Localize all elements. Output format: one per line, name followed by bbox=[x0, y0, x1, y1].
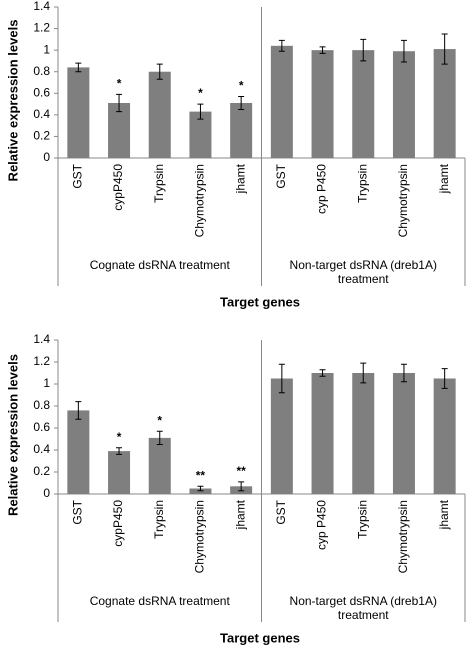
group-label: treatment bbox=[338, 608, 389, 622]
x-tick-label: Chymotrypsin bbox=[193, 164, 207, 237]
x-tick-label: GST bbox=[71, 163, 85, 188]
bar bbox=[392, 51, 415, 158]
error-bar bbox=[156, 63, 163, 80]
y-tick-label: 0.2 bbox=[33, 129, 50, 143]
error-bar bbox=[156, 430, 163, 445]
error-bar bbox=[238, 481, 245, 492]
bar bbox=[67, 67, 90, 158]
bar bbox=[230, 102, 253, 158]
bar bbox=[433, 49, 456, 158]
group-label: Non-target dsRNA (dreb1A) bbox=[290, 258, 437, 272]
bar bbox=[392, 373, 415, 494]
y-tick-label: 0.8 bbox=[33, 64, 50, 78]
x-tick-label: cypP450 bbox=[111, 164, 125, 211]
y-tick-label: 0 bbox=[43, 150, 50, 164]
error-bar bbox=[278, 39, 285, 52]
x-tick-label: jhamt bbox=[437, 163, 451, 194]
x-tick-label: Chymotrypsin bbox=[193, 500, 207, 573]
bar bbox=[148, 437, 171, 494]
x-tick-label: cyp P450 bbox=[315, 164, 329, 214]
error-bar bbox=[441, 368, 448, 389]
x-tick-label: jhamt bbox=[233, 163, 247, 194]
group-label: Cognate dsRNA treatment bbox=[90, 258, 231, 272]
x-tick-label: cyp P450 bbox=[315, 500, 329, 550]
error-bar bbox=[197, 485, 204, 492]
significance-label: * bbox=[157, 413, 162, 427]
y-tick-label: 1.2 bbox=[33, 21, 50, 35]
y-tick-label: 0.4 bbox=[33, 107, 50, 121]
y-tick-label: 0.6 bbox=[33, 85, 50, 99]
error-bar bbox=[319, 46, 326, 54]
x-tick-label: jhamt bbox=[437, 499, 451, 530]
bar bbox=[352, 50, 375, 159]
x-tick-label: Chymotrypsin bbox=[396, 500, 410, 573]
error-bar bbox=[197, 103, 204, 120]
group-label: Non-target dsRNA (dreb1A) bbox=[290, 594, 437, 608]
y-tick-label: 0 bbox=[43, 486, 50, 500]
y-tick-label: 1.4 bbox=[33, 0, 50, 13]
bar bbox=[433, 378, 456, 494]
error-bar bbox=[360, 362, 367, 384]
y-tick-label: 0.6 bbox=[33, 420, 50, 434]
x-tick-label: Trypsin bbox=[152, 164, 166, 203]
bar bbox=[189, 488, 212, 494]
error-bar bbox=[319, 369, 326, 377]
error-bar bbox=[400, 363, 407, 383]
error-bar bbox=[360, 38, 367, 62]
error-bar bbox=[75, 62, 82, 73]
error-bar bbox=[441, 33, 448, 65]
significance-label: * bbox=[117, 77, 122, 91]
x-tick-label: GST bbox=[274, 163, 288, 188]
bar bbox=[311, 373, 334, 494]
error-bar bbox=[116, 93, 123, 113]
x-tick-label: GST bbox=[274, 499, 288, 524]
y-tick-label: 1.2 bbox=[33, 354, 50, 368]
y-tick-label: 0.2 bbox=[33, 464, 50, 478]
x-tick-label: Trypsin bbox=[355, 500, 369, 539]
x-tick-label: Trypsin bbox=[152, 500, 166, 539]
y-tick-label: 1 bbox=[43, 42, 50, 56]
error-bar bbox=[75, 401, 82, 420]
x-tick-label: jhamt bbox=[233, 499, 247, 530]
y-tick-label: 1.4 bbox=[33, 332, 50, 346]
y-tick-label: 1 bbox=[43, 376, 50, 390]
bar bbox=[67, 410, 90, 494]
y-tick-label: 0.4 bbox=[33, 442, 50, 456]
x-axis-title: Target genes bbox=[220, 630, 300, 645]
significance-label: ** bbox=[236, 464, 246, 478]
bar bbox=[189, 111, 212, 158]
significance-label: * bbox=[117, 430, 122, 444]
x-tick-label: Chymotrypsin bbox=[396, 164, 410, 237]
x-axis-title: Target genes bbox=[220, 294, 300, 309]
bar bbox=[108, 102, 131, 158]
group-label: Cognate dsRNA treatment bbox=[90, 594, 231, 608]
y-tick-label: 0.8 bbox=[33, 398, 50, 412]
bar bbox=[311, 50, 334, 159]
bar bbox=[352, 373, 375, 494]
error-bar bbox=[278, 363, 285, 394]
bar bbox=[270, 45, 293, 159]
error-bar bbox=[400, 39, 407, 63]
error-bar bbox=[116, 447, 123, 455]
significance-label: ** bbox=[196, 468, 206, 482]
significance-label: * bbox=[198, 86, 203, 100]
bar bbox=[108, 451, 131, 494]
significance-label: * bbox=[239, 79, 244, 93]
x-tick-label: GST bbox=[71, 499, 85, 524]
error-bar bbox=[238, 96, 245, 110]
y-axis-title: Relative expression levels bbox=[5, 354, 20, 516]
group-label: treatment bbox=[338, 272, 389, 286]
x-tick-label: Trypsin bbox=[355, 164, 369, 203]
x-tick-label: cypP450 bbox=[111, 500, 125, 547]
y-axis-title: Relative expression levels bbox=[5, 20, 20, 182]
bar bbox=[270, 378, 293, 494]
bar bbox=[148, 71, 171, 158]
